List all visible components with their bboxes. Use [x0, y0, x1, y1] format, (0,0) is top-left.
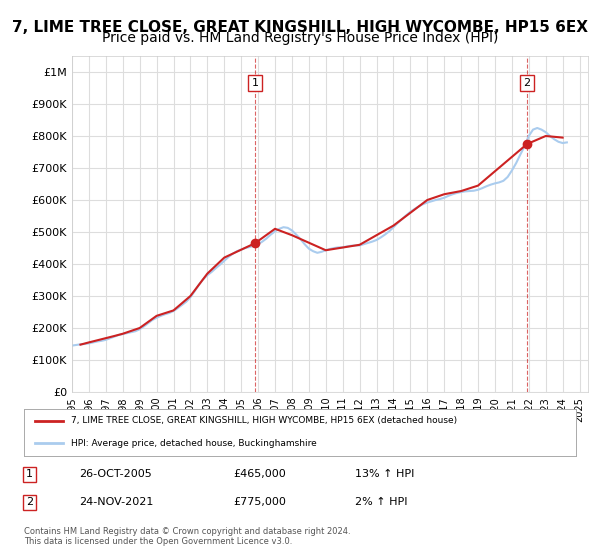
- Text: 26-OCT-2005: 26-OCT-2005: [79, 469, 152, 479]
- Text: 24-NOV-2021: 24-NOV-2021: [79, 497, 154, 507]
- Text: 2: 2: [524, 78, 530, 88]
- Text: 7, LIME TREE CLOSE, GREAT KINGSHILL, HIGH WYCOMBE, HP15 6EX (detached house): 7, LIME TREE CLOSE, GREAT KINGSHILL, HIG…: [71, 416, 457, 425]
- Text: Contains HM Land Registry data © Crown copyright and database right 2024.
This d: Contains HM Land Registry data © Crown c…: [24, 526, 350, 546]
- Text: £775,000: £775,000: [234, 497, 287, 507]
- Text: 13% ↑ HPI: 13% ↑ HPI: [355, 469, 415, 479]
- Text: 2% ↑ HPI: 2% ↑ HPI: [355, 497, 408, 507]
- Text: 7, LIME TREE CLOSE, GREAT KINGSHILL, HIGH WYCOMBE, HP15 6EX: 7, LIME TREE CLOSE, GREAT KINGSHILL, HIG…: [12, 20, 588, 35]
- Text: 1: 1: [251, 78, 259, 88]
- Text: 1: 1: [26, 469, 33, 479]
- Text: Price paid vs. HM Land Registry's House Price Index (HPI): Price paid vs. HM Land Registry's House …: [102, 31, 498, 45]
- Text: HPI: Average price, detached house, Buckinghamshire: HPI: Average price, detached house, Buck…: [71, 438, 317, 447]
- Text: 2: 2: [26, 497, 33, 507]
- Text: £465,000: £465,000: [234, 469, 287, 479]
